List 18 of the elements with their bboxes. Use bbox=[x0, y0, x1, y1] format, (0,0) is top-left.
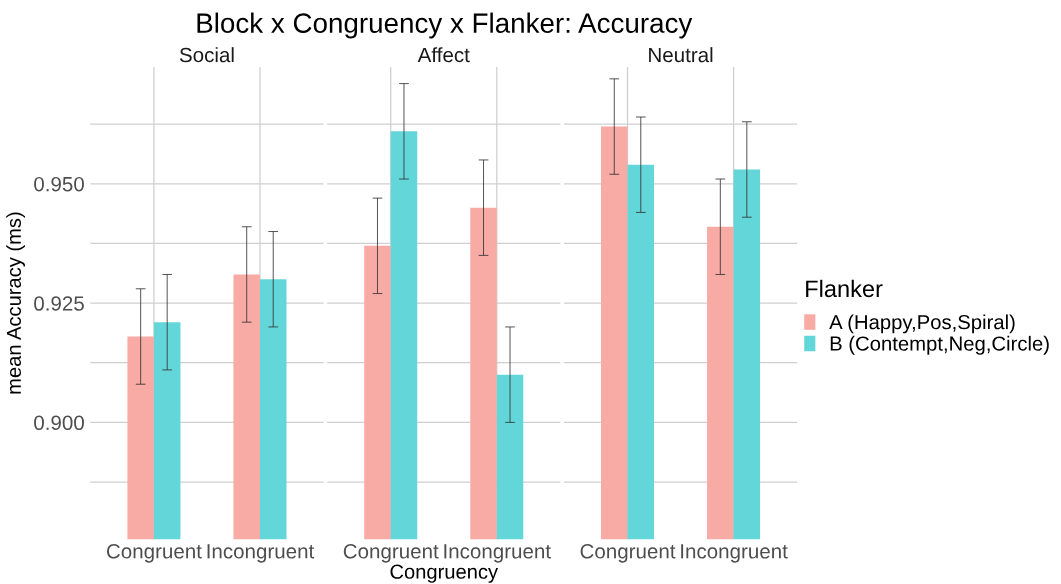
x-tick-label: Incongruent bbox=[207, 544, 315, 563]
chart-subtitle: Neutral bbox=[649, 47, 713, 63]
x-tick-label: Incongruent bbox=[444, 544, 551, 563]
y-tick-label: 0.900 bbox=[34, 415, 84, 431]
y-tick-label: 0.950 bbox=[34, 176, 84, 192]
x-tick-label: Congruent bbox=[580, 544, 676, 563]
x-tick-label: Congruent bbox=[106, 544, 202, 563]
x-tick-label: Incongruent bbox=[681, 544, 788, 563]
chart-subtitle: Social bbox=[179, 47, 234, 63]
x-axis-title: Congruency bbox=[390, 564, 499, 583]
y-tick-label: 0.925 bbox=[34, 296, 84, 311]
chart-subtitle: Affect bbox=[417, 47, 470, 63]
y-axis-title: mean Accuracy (ms) bbox=[6, 212, 25, 394]
text: Block x Congruency x Flanker: Accuracy bbox=[197, 12, 693, 39]
legend-title: Flanker bbox=[806, 279, 883, 298]
legend-label: A (Happy,Pos,Spiral) bbox=[829, 314, 1015, 334]
legend-label: B (Contempt,Neg,Circle) bbox=[830, 335, 1049, 355]
x-tick-label: Congruent bbox=[343, 544, 439, 563]
